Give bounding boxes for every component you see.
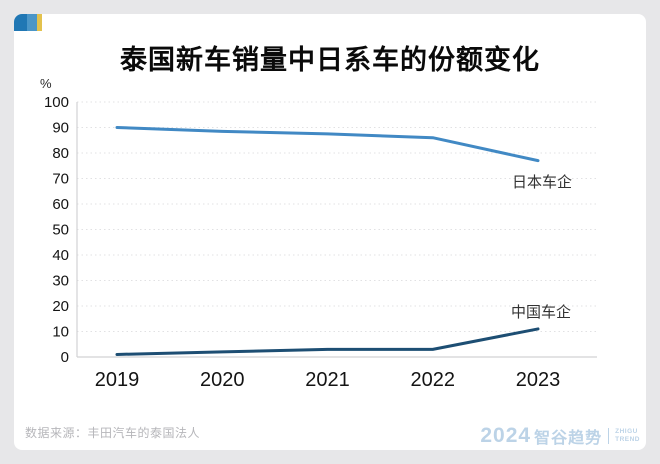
brand-sub-line2: TREND bbox=[615, 436, 640, 443]
y-axis-unit-label: % bbox=[40, 76, 52, 91]
series-label-0: 日本车企 bbox=[512, 173, 572, 191]
chart-title: 泰国新车销量中日系车的份额变化 bbox=[120, 45, 540, 75]
logo-stripe-yellow bbox=[37, 14, 42, 31]
y-tick-label: 60 bbox=[52, 196, 69, 213]
y-tick-label: 40 bbox=[52, 247, 69, 264]
y-tick-label: 30 bbox=[52, 273, 69, 290]
y-tick-label: 70 bbox=[52, 171, 69, 188]
y-tick-label: 80 bbox=[52, 145, 69, 162]
brand-sub-line1: ZHIGU bbox=[615, 428, 638, 435]
brand-footer: 2024 智谷趋势 ZHIGU TREND bbox=[480, 424, 640, 448]
series-label-1: 中国车企 bbox=[511, 303, 571, 321]
brand-sub-text: ZHIGU TREND bbox=[615, 428, 640, 444]
logo-stripe-light-blue bbox=[27, 14, 37, 31]
x-tick-label: 2019 bbox=[95, 369, 140, 391]
x-tick-label: 2020 bbox=[200, 369, 245, 391]
y-tick-label: 0 bbox=[61, 349, 69, 366]
y-tick-label: 10 bbox=[52, 324, 69, 341]
series-line-1 bbox=[115, 327, 540, 356]
brand-year: 2024 bbox=[480, 424, 532, 447]
series-line-0 bbox=[115, 126, 540, 163]
brand-logo-mark bbox=[14, 14, 42, 31]
y-tick-label: 50 bbox=[52, 222, 69, 239]
y-tick-label: 90 bbox=[52, 120, 69, 137]
x-tick-label: 2021 bbox=[305, 369, 350, 391]
y-tick-label: 20 bbox=[52, 298, 69, 315]
source-note: 数据来源：丰田汽车的泰国法人 bbox=[25, 426, 201, 440]
x-tick-label: 2022 bbox=[411, 369, 456, 391]
y-tick-label: 100 bbox=[44, 94, 69, 111]
logo-stripe-dark-blue bbox=[14, 14, 27, 31]
brand-name: 智谷趋势 bbox=[534, 430, 603, 447]
chart-card bbox=[14, 14, 646, 450]
x-tick-label: 2023 bbox=[516, 369, 561, 391]
brand-divider bbox=[608, 428, 610, 444]
